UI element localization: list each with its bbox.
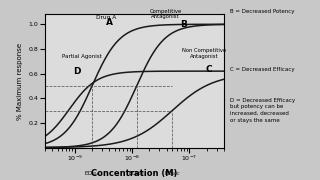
Text: B = Decreased Potency: B = Decreased Potency bbox=[230, 9, 295, 14]
Text: ED$_{50A}$: ED$_{50A}$ bbox=[84, 169, 100, 178]
Y-axis label: % Maximum response: % Maximum response bbox=[17, 42, 23, 120]
X-axis label: Concentration (M): Concentration (M) bbox=[91, 169, 178, 178]
Text: C: C bbox=[206, 65, 212, 74]
Text: Partial Agonist: Partial Agonist bbox=[62, 54, 102, 59]
Text: ED$_{50B}$: ED$_{50B}$ bbox=[128, 169, 145, 178]
Text: Drug A: Drug A bbox=[96, 15, 116, 20]
Text: D: D bbox=[73, 67, 81, 76]
Text: Non Competitive
Antagonist: Non Competitive Antagonist bbox=[182, 48, 226, 59]
Text: Competitive
Antagonist: Competitive Antagonist bbox=[149, 8, 181, 19]
Text: A: A bbox=[106, 18, 113, 27]
Text: D = Decreased Efficacy
but potency can be
increased, decreased
or stays the same: D = Decreased Efficacy but potency can b… bbox=[230, 98, 296, 123]
Text: ED$_{50C}$: ED$_{50C}$ bbox=[164, 169, 180, 178]
Text: C = Decreased Efficacy: C = Decreased Efficacy bbox=[230, 67, 295, 72]
Text: B: B bbox=[180, 20, 187, 29]
